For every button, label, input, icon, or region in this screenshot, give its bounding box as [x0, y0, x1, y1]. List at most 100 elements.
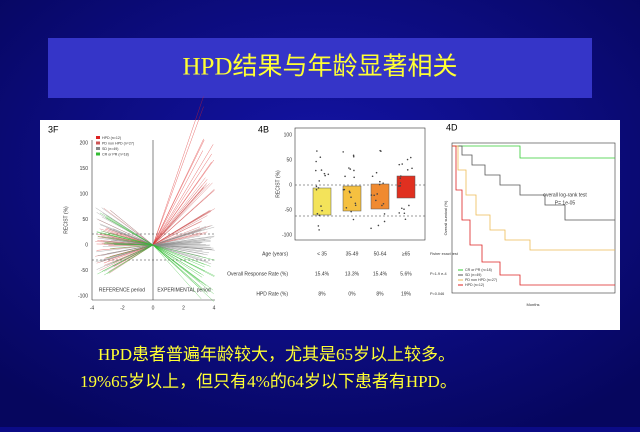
point: [315, 185, 318, 188]
period: REFERENCE period: [99, 287, 145, 293]
x-tick-label: 2: [182, 305, 185, 311]
x-tick-label: 4: [213, 305, 216, 311]
test-label: overall log-rank test: [543, 192, 587, 198]
point: [382, 182, 384, 184]
point: [375, 199, 377, 202]
point: [380, 150, 382, 152]
x-label: Months: [526, 302, 539, 307]
point: [383, 213, 386, 215]
point: [382, 202, 385, 205]
point: [406, 158, 409, 161]
point: [403, 208, 405, 210]
table-cell: 8%: [376, 291, 384, 297]
legend-entry: SD (n=49): [102, 147, 118, 151]
y-tick-label: 150: [80, 166, 89, 172]
legend-swatch: [96, 152, 100, 156]
point: [379, 180, 381, 183]
table-cell: 35-49: [346, 251, 359, 257]
point: [399, 177, 402, 180]
x-tick-label: 0: [152, 305, 155, 311]
survival-curve: [452, 145, 615, 286]
survival-curve: [452, 145, 615, 251]
point: [345, 206, 348, 209]
point: [373, 194, 375, 197]
point: [320, 169, 323, 171]
y-tick-label: 0: [85, 242, 88, 248]
point: [349, 191, 351, 194]
panel-label: 4B: [258, 124, 269, 134]
panel-4b: 4B RECIST (%): [258, 124, 426, 241]
y-tick-label: -50: [81, 268, 88, 274]
legend-swatch: [96, 141, 100, 145]
point: [344, 175, 346, 178]
point: [352, 155, 355, 158]
table-cell: HPD Rate (%): [256, 291, 288, 297]
point: [370, 227, 372, 230]
y-tick-label: 100: [80, 191, 89, 197]
point: [381, 204, 383, 207]
table-cell: Overall Response Rate (%): [227, 271, 288, 277]
point: [400, 175, 402, 177]
y-tick-label: -100: [282, 232, 292, 238]
legend-swatch: [96, 136, 100, 139]
point: [401, 163, 404, 165]
y-tick-label: -50: [285, 207, 292, 213]
table-cell: 15.4%: [373, 271, 388, 277]
point: [318, 180, 321, 182]
legend-entry: HPD (n=12): [465, 283, 484, 287]
point: [314, 169, 317, 172]
y-label: Overall survival (%): [443, 200, 448, 235]
table-cell: P=0.046: [430, 292, 444, 296]
point: [353, 176, 355, 179]
caption-line: 19%65岁以上，但只有4%的64岁以下患者有HPD。: [80, 372, 457, 391]
point: [383, 220, 386, 223]
point: [342, 151, 344, 153]
plot-frame: [451, 142, 616, 294]
legend-entry: SD (n=49): [465, 273, 481, 277]
point: [318, 229, 320, 231]
table-cell: ≥65: [402, 251, 411, 257]
point: [315, 188, 318, 191]
point: [376, 193, 379, 195]
point: [352, 218, 355, 221]
table-cell: 8%: [318, 291, 326, 297]
point: [404, 218, 407, 221]
point: [403, 212, 406, 215]
point: [377, 224, 380, 227]
point: [315, 160, 317, 163]
table-cell: Age (years): [262, 251, 288, 257]
legend-swatch: [96, 147, 100, 150]
table-cell: P=1.9 e-4: [430, 272, 447, 276]
point: [350, 210, 352, 213]
point: [319, 156, 322, 159]
point: [406, 169, 409, 171]
point: [352, 154, 355, 157]
point: [349, 168, 352, 170]
table-cell: 19%: [401, 291, 412, 297]
box: [396, 175, 416, 199]
y-tick-label: 50: [82, 217, 88, 223]
legend-entry: CR or PR (n=18): [465, 268, 492, 272]
point: [317, 225, 320, 227]
y-tick-label: -100: [78, 293, 88, 299]
point: [353, 169, 355, 172]
point: [348, 190, 351, 193]
point: [399, 184, 402, 187]
point: [324, 174, 326, 177]
point: [320, 205, 322, 207]
point: [316, 212, 319, 215]
survival-curve: [452, 145, 615, 221]
x-tick-label: -2: [120, 305, 125, 311]
plot-frame: [294, 127, 426, 241]
y-tick-label: 100: [284, 132, 293, 138]
point: [370, 194, 373, 196]
box: [312, 187, 332, 216]
legend-entry: CR or PR (n=18): [102, 152, 129, 156]
panel-label: 4D: [446, 122, 458, 132]
table-cell: < 35: [317, 251, 327, 257]
point: [323, 172, 326, 175]
table-cell: 50-64: [374, 251, 387, 257]
y-tick-label: 200: [80, 140, 89, 146]
